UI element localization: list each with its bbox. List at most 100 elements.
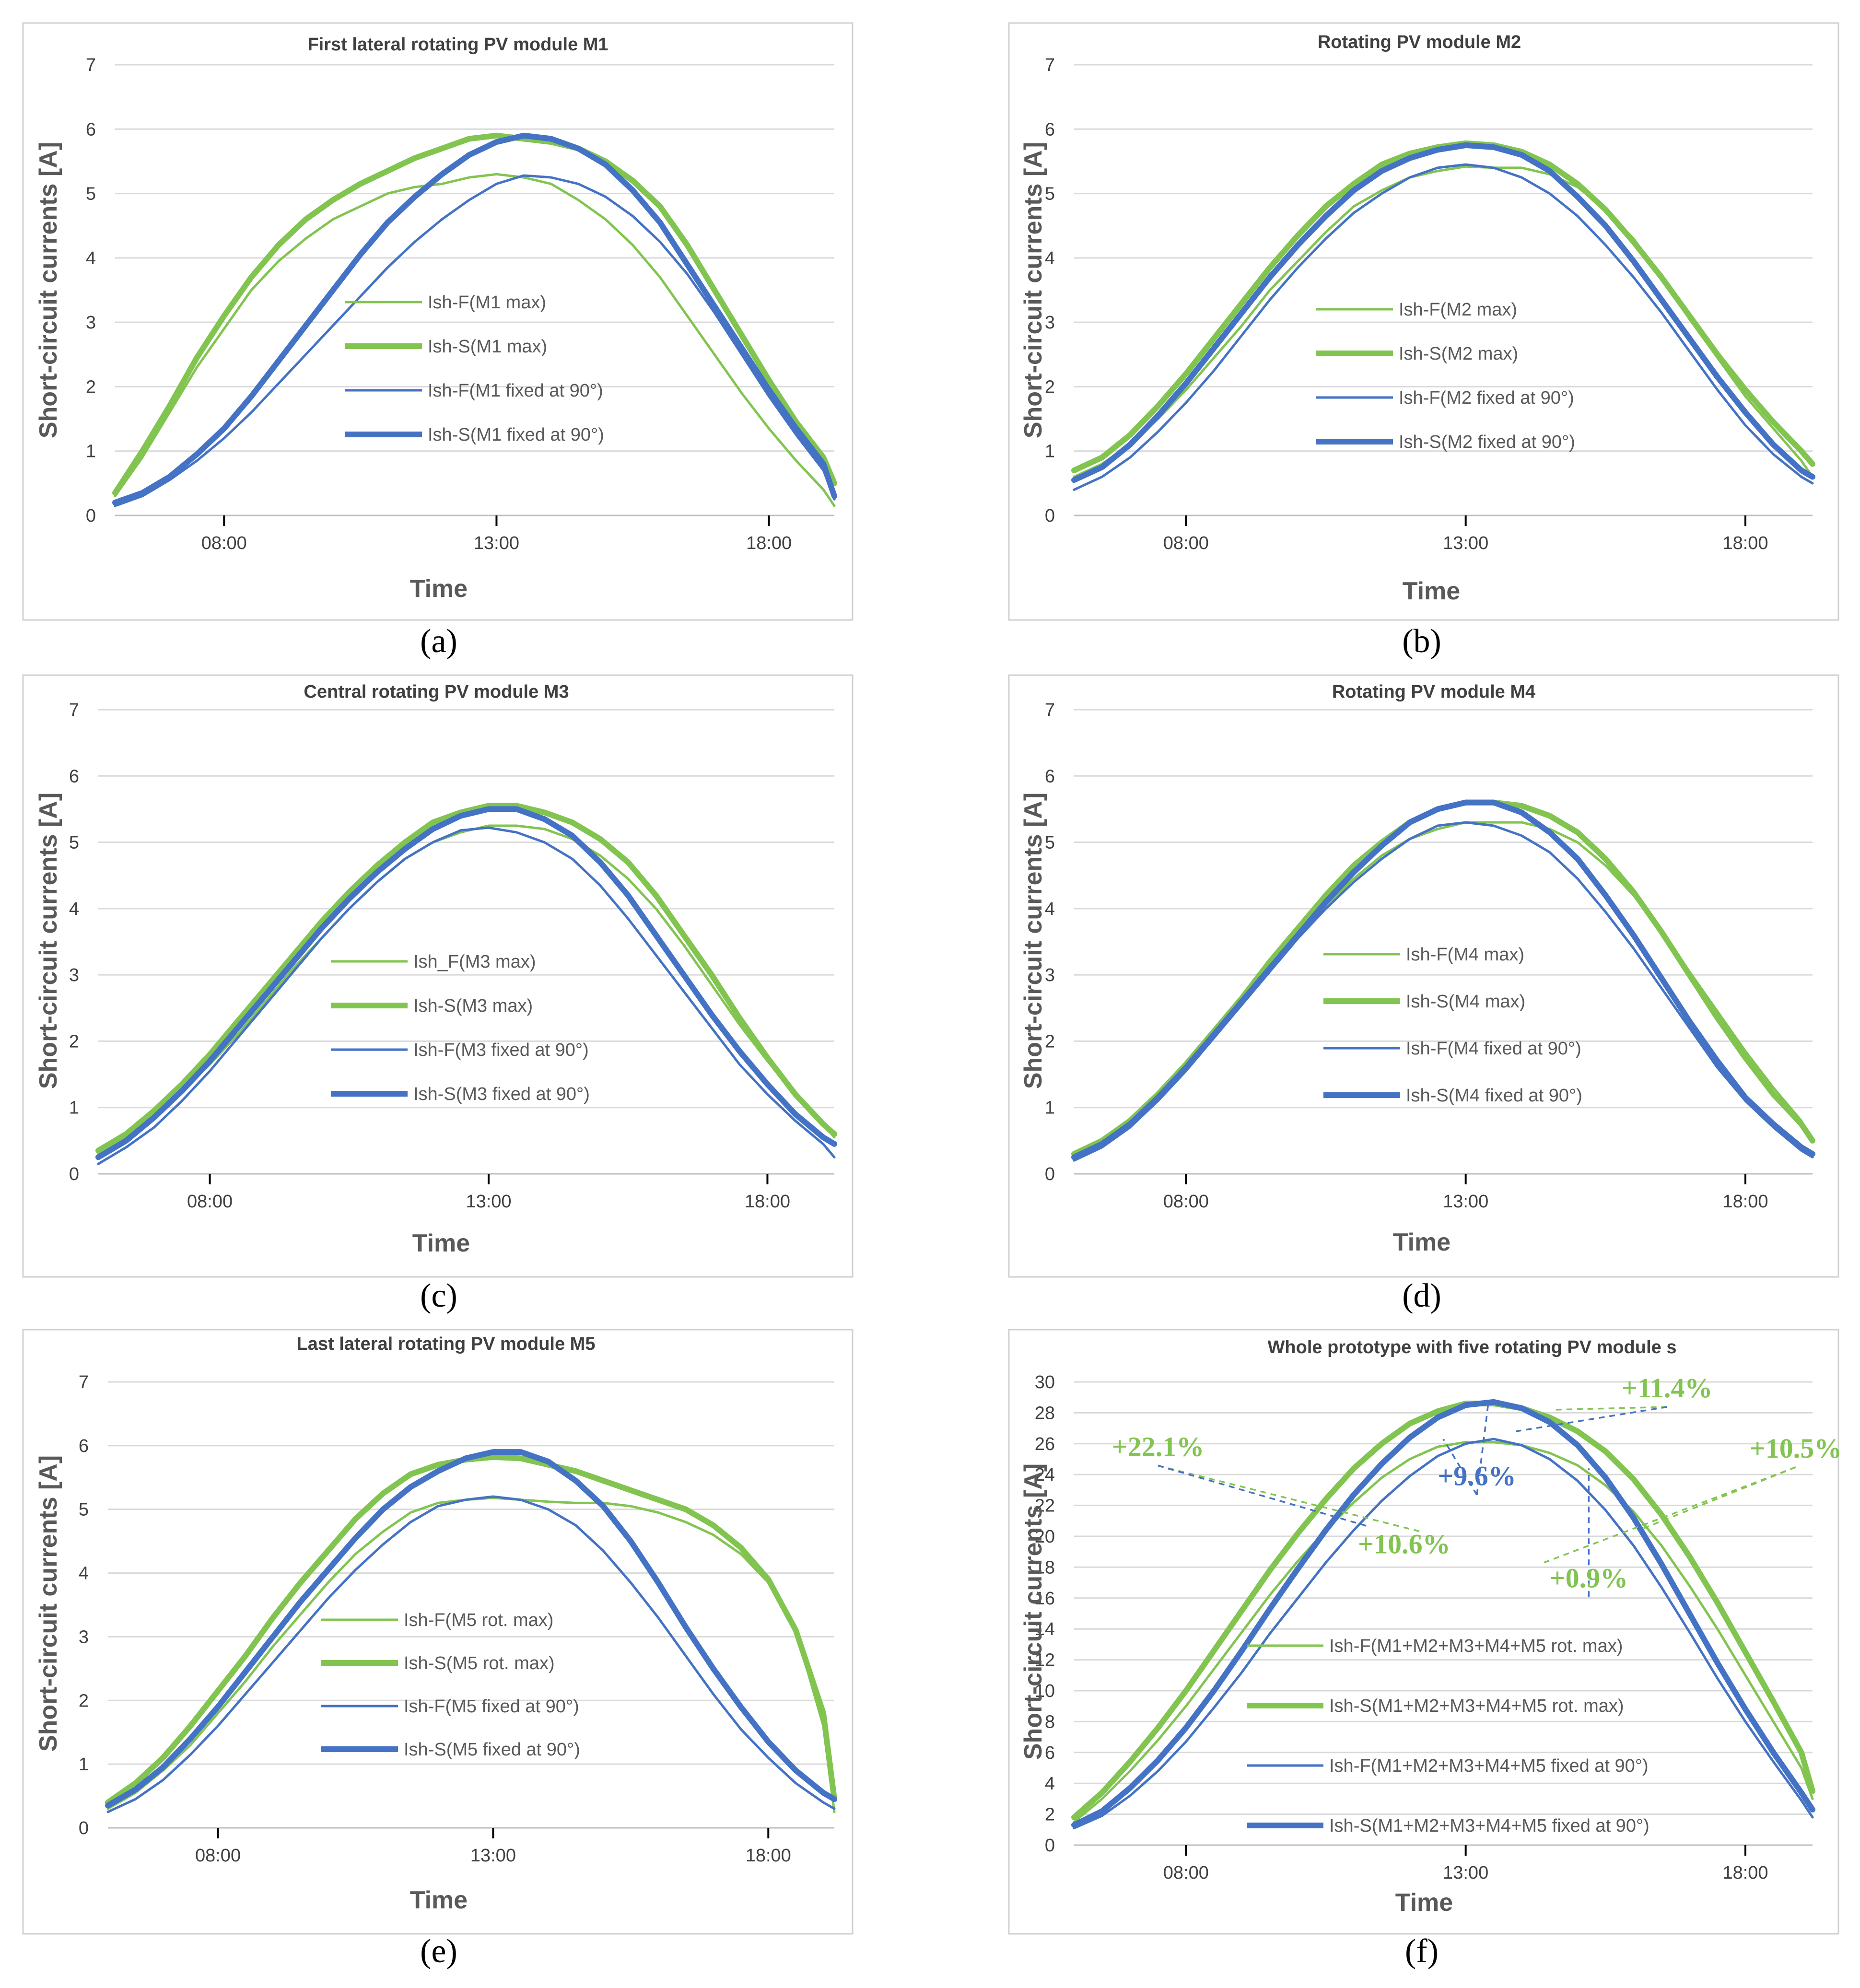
- x-tick-label: 08:00: [201, 533, 247, 553]
- series-line-3: [114, 174, 836, 507]
- legend-entry: Ish-F(M5 fixed at 90°): [404, 1696, 579, 1717]
- legend-entry: Ish-F(M2 fixed at 90°): [1399, 388, 1574, 408]
- x-tick-label: 13:00: [1443, 1863, 1488, 1883]
- y-tick-label: 6: [1045, 766, 1055, 786]
- annotation-leader: [1544, 1466, 1796, 1564]
- x-tick-label: 18:00: [746, 1846, 791, 1866]
- annotation-label: +9.6%: [1438, 1461, 1516, 1492]
- annotation-label: +11.4%: [1622, 1372, 1712, 1403]
- x-tick-label: 13:00: [470, 1846, 516, 1866]
- x-tick-label: 18:00: [1722, 533, 1768, 553]
- y-tick-label: 3: [69, 965, 79, 985]
- legend-entry: Ish-S(M1 fixed at 90°): [428, 425, 604, 445]
- series-line-4: [112, 132, 837, 506]
- y-tick-label: 14: [1035, 1619, 1055, 1639]
- y-axis-label: Short-circuit currents [A]: [1019, 793, 1047, 1089]
- y-tick-label: 20: [1035, 1527, 1055, 1547]
- legend-entry: Ish-S(M5 rot. max): [404, 1653, 555, 1673]
- y-tick-label: 22: [1035, 1496, 1055, 1516]
- y-tick-label: 5: [1045, 833, 1055, 853]
- series-line-2: [95, 803, 837, 1154]
- x-tick-label: 08:00: [1163, 1192, 1209, 1212]
- chart-title: Rotating PV module M4: [1332, 682, 1535, 702]
- chart-title: Central rotating PV module M3: [304, 682, 569, 702]
- legend-entry: Ish-F(M3 fixed at 90°): [413, 1040, 589, 1060]
- y-tick-label: 7: [86, 55, 96, 75]
- y-tick-label: 6: [69, 766, 79, 786]
- y-tick-label: 7: [1045, 700, 1055, 720]
- y-tick-label: 0: [1045, 506, 1055, 526]
- y-tick-label: 2: [1045, 1805, 1055, 1825]
- y-tick-label: 26: [1035, 1434, 1055, 1454]
- x-axis-label: Time: [1395, 1889, 1453, 1917]
- subfigure-label: (c): [420, 1277, 457, 1314]
- series-line-3: [1073, 163, 1814, 491]
- legend-entry: Ish-F(M2 max): [1399, 300, 1517, 320]
- chart-title: First lateral rotating PV module M1: [307, 35, 608, 55]
- chart-title: Rotating PV module M2: [1318, 32, 1521, 52]
- y-tick-label: 0: [79, 1818, 89, 1838]
- legend-entry: Ish-S(M4 fixed at 90°): [1406, 1086, 1582, 1106]
- y-tick-label: 8: [1045, 1712, 1055, 1732]
- legend-entry: Ish-S(M2 max): [1399, 344, 1518, 364]
- y-tick-label: 6: [79, 1436, 89, 1456]
- annotation-leader: [1555, 1406, 1667, 1411]
- legend-entry: Ish-S(M3 max): [413, 996, 533, 1016]
- y-tick-label: 6: [86, 119, 96, 140]
- x-axis-label: Time: [1403, 577, 1460, 605]
- legend-entry: Ish-S(M1+M2+M3+M4+M5 rot. max): [1329, 1696, 1624, 1716]
- legend-entry: Ish-F(M5 rot. max): [404, 1610, 553, 1630]
- legend-entry: Ish-S(M1 max): [428, 337, 547, 357]
- series-line-2: [1071, 1401, 1815, 1820]
- y-tick-label: 3: [86, 313, 96, 333]
- annotation-leader: [1158, 1464, 1421, 1533]
- chart-frame: [22, 22, 854, 621]
- y-tick-label: 4: [1045, 899, 1055, 919]
- legend-entry: Ish-S(M3 fixed at 90°): [413, 1084, 590, 1104]
- x-axis-label: Time: [410, 1886, 468, 1914]
- y-tick-label: 4: [1045, 248, 1055, 269]
- subfigure-label: (e): [420, 1933, 457, 1970]
- series-line-4: [1071, 1399, 1815, 1828]
- y-tick-label: 2: [1045, 377, 1055, 397]
- y-axis-label: Short-circuit currents [A]: [35, 142, 62, 438]
- y-tick-label: 2: [1045, 1031, 1055, 1052]
- chart-panel-1: 0 1 2 3 4 5 6 7 08:00 13:00 18:00 First lateral rot…: [22, 22, 854, 660]
- annotation-leader: [1158, 1464, 1371, 1528]
- legend-entry: Ish-S(M1+M2+M3+M4+M5 fixed at 90°): [1329, 1816, 1649, 1836]
- x-axis-label: Time: [412, 1229, 470, 1257]
- x-tick-label: 18:00: [745, 1192, 790, 1212]
- series-line-1: [114, 173, 836, 507]
- y-tick-label: 4: [86, 248, 96, 269]
- chart-frame: [1008, 674, 1839, 1278]
- x-tick-label: 18:00: [1722, 1863, 1768, 1883]
- y-tick-label: 4: [69, 899, 79, 919]
- legend-entry: Ish-F(M4 fixed at 90°): [1406, 1039, 1581, 1059]
- y-tick-label: 7: [79, 1372, 89, 1392]
- legend-entry: Ish-S(M4 max): [1406, 992, 1525, 1012]
- x-tick-label: 18:00: [1722, 1192, 1768, 1212]
- y-tick-label: 2: [86, 377, 96, 397]
- annotation-leader: [1442, 1438, 1478, 1496]
- y-tick-label: 6: [1045, 119, 1055, 140]
- legend-entry: Ish-F(M1+M2+M3+M4+M5 fixed at 90°): [1329, 1756, 1649, 1776]
- y-axis-label: Short-circuit currents [A]: [1019, 1463, 1047, 1760]
- chart-title: Last lateral rotating PV module M5: [297, 1334, 596, 1354]
- y-tick-label: 7: [1045, 55, 1055, 75]
- legend-entry: Ish-F(M1 max): [428, 292, 546, 313]
- subfigure-label: (d): [1402, 1277, 1441, 1314]
- x-tick-label: 08:00: [187, 1192, 233, 1212]
- legend-entry: Ish_F(M3 max): [413, 952, 536, 972]
- y-tick-label: 24: [1035, 1465, 1055, 1485]
- series-line-1: [1073, 1441, 1814, 1824]
- y-axis-label: Short-circuit currents [A]: [35, 793, 62, 1089]
- subfigure-label: (a): [420, 623, 457, 660]
- chart-frame: [22, 674, 854, 1278]
- series-line-4: [95, 806, 837, 1160]
- legend-entry: Ish-F(M1+M2+M3+M4+M5 rot. max): [1329, 1636, 1623, 1656]
- y-tick-label: 2: [79, 1691, 89, 1711]
- x-tick-label: 13:00: [474, 533, 519, 553]
- legend-entry: Ish-S(M5 fixed at 90°): [404, 1740, 580, 1760]
- chart-title: Whole prototype with five rotating PV mo…: [1268, 1337, 1677, 1357]
